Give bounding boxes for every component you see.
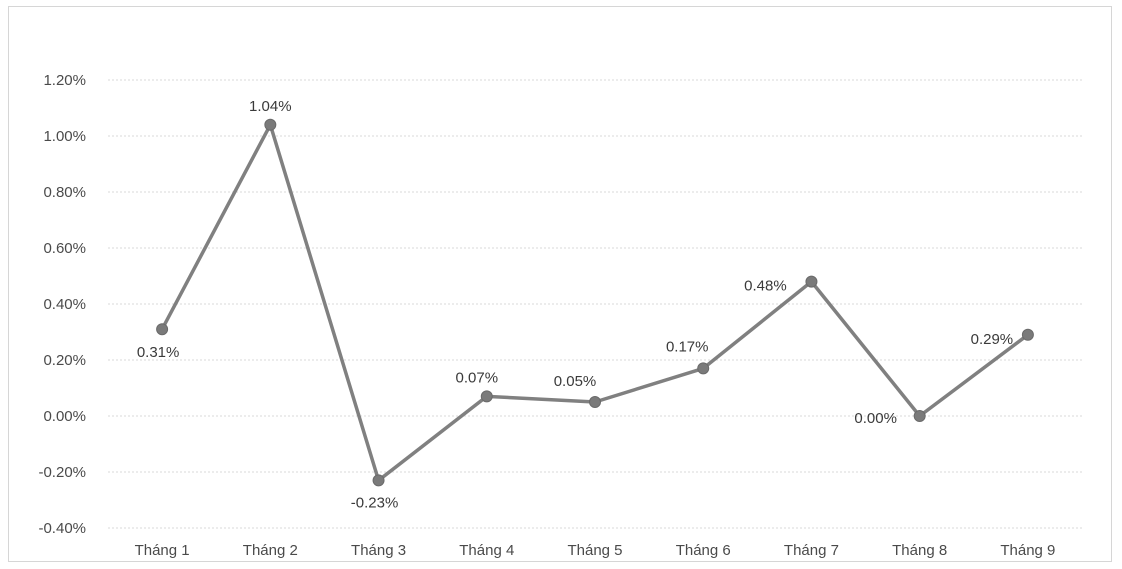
data-point [1021,328,1034,341]
data-label: 0.31% [137,344,180,361]
data-point [913,410,926,422]
data-label: 0.07% [456,369,499,386]
x-tick-label: Tháng 8 [892,542,947,559]
y-tick-label: -0.20% [38,464,86,481]
x-tick-label: Tháng 4 [459,542,514,559]
y-tick-label: 0.20% [43,352,86,369]
y-tick-label: 1.00% [43,128,86,145]
x-tick-label: Tháng 9 [1000,542,1055,559]
data-label: -0.23% [351,494,399,511]
data-label: 0.05% [554,373,597,390]
data-label: 0.48% [744,278,787,295]
y-tick-label: -0.40% [38,520,86,537]
data-point [805,275,818,288]
data-labels: 0.31% 1.04% -0.23% 0.07% 0.05% 0.17% 0.48% 0.00… [137,98,1013,512]
data-label: 0.29% [971,331,1014,348]
grid-lines [108,79,1082,529]
x-tick-label: Tháng 5 [567,542,622,559]
data-point [480,390,493,403]
data-point [156,323,169,336]
data-label: 0.00% [854,410,897,427]
data-label: 1.04% [249,98,292,115]
y-tick-label: 0.60% [43,240,86,257]
y-tick-label: 0.40% [43,296,86,313]
data-label: 0.17% [666,338,709,355]
x-tick-label: Tháng 7 [784,542,839,559]
x-axis-ticks: Tháng 1 Tháng 2 Tháng 3 Tháng 4 Tháng 5 Tháng… [135,542,1056,559]
data-point [372,474,385,487]
x-tick-label: Tháng 1 [135,542,190,559]
y-tick-label: 0.80% [43,184,86,201]
y-tick-label: 0.00% [43,408,86,425]
x-tick-label: Tháng 3 [351,542,406,559]
chart-frame [8,6,1112,562]
series-line [160,123,1029,483]
y-tick-label: 1.20% [43,72,86,89]
x-tick-label: Tháng 2 [243,542,298,559]
y-axis-ticks: 1.20% 1.00% 0.80% 0.60% 0.40% 0.20% 0.00% -0.20… [38,72,86,537]
data-point [589,396,601,408]
data-markers [156,118,1034,487]
x-tick-label: Tháng 6 [676,542,731,559]
data-point [697,362,710,375]
data-point [264,118,277,131]
